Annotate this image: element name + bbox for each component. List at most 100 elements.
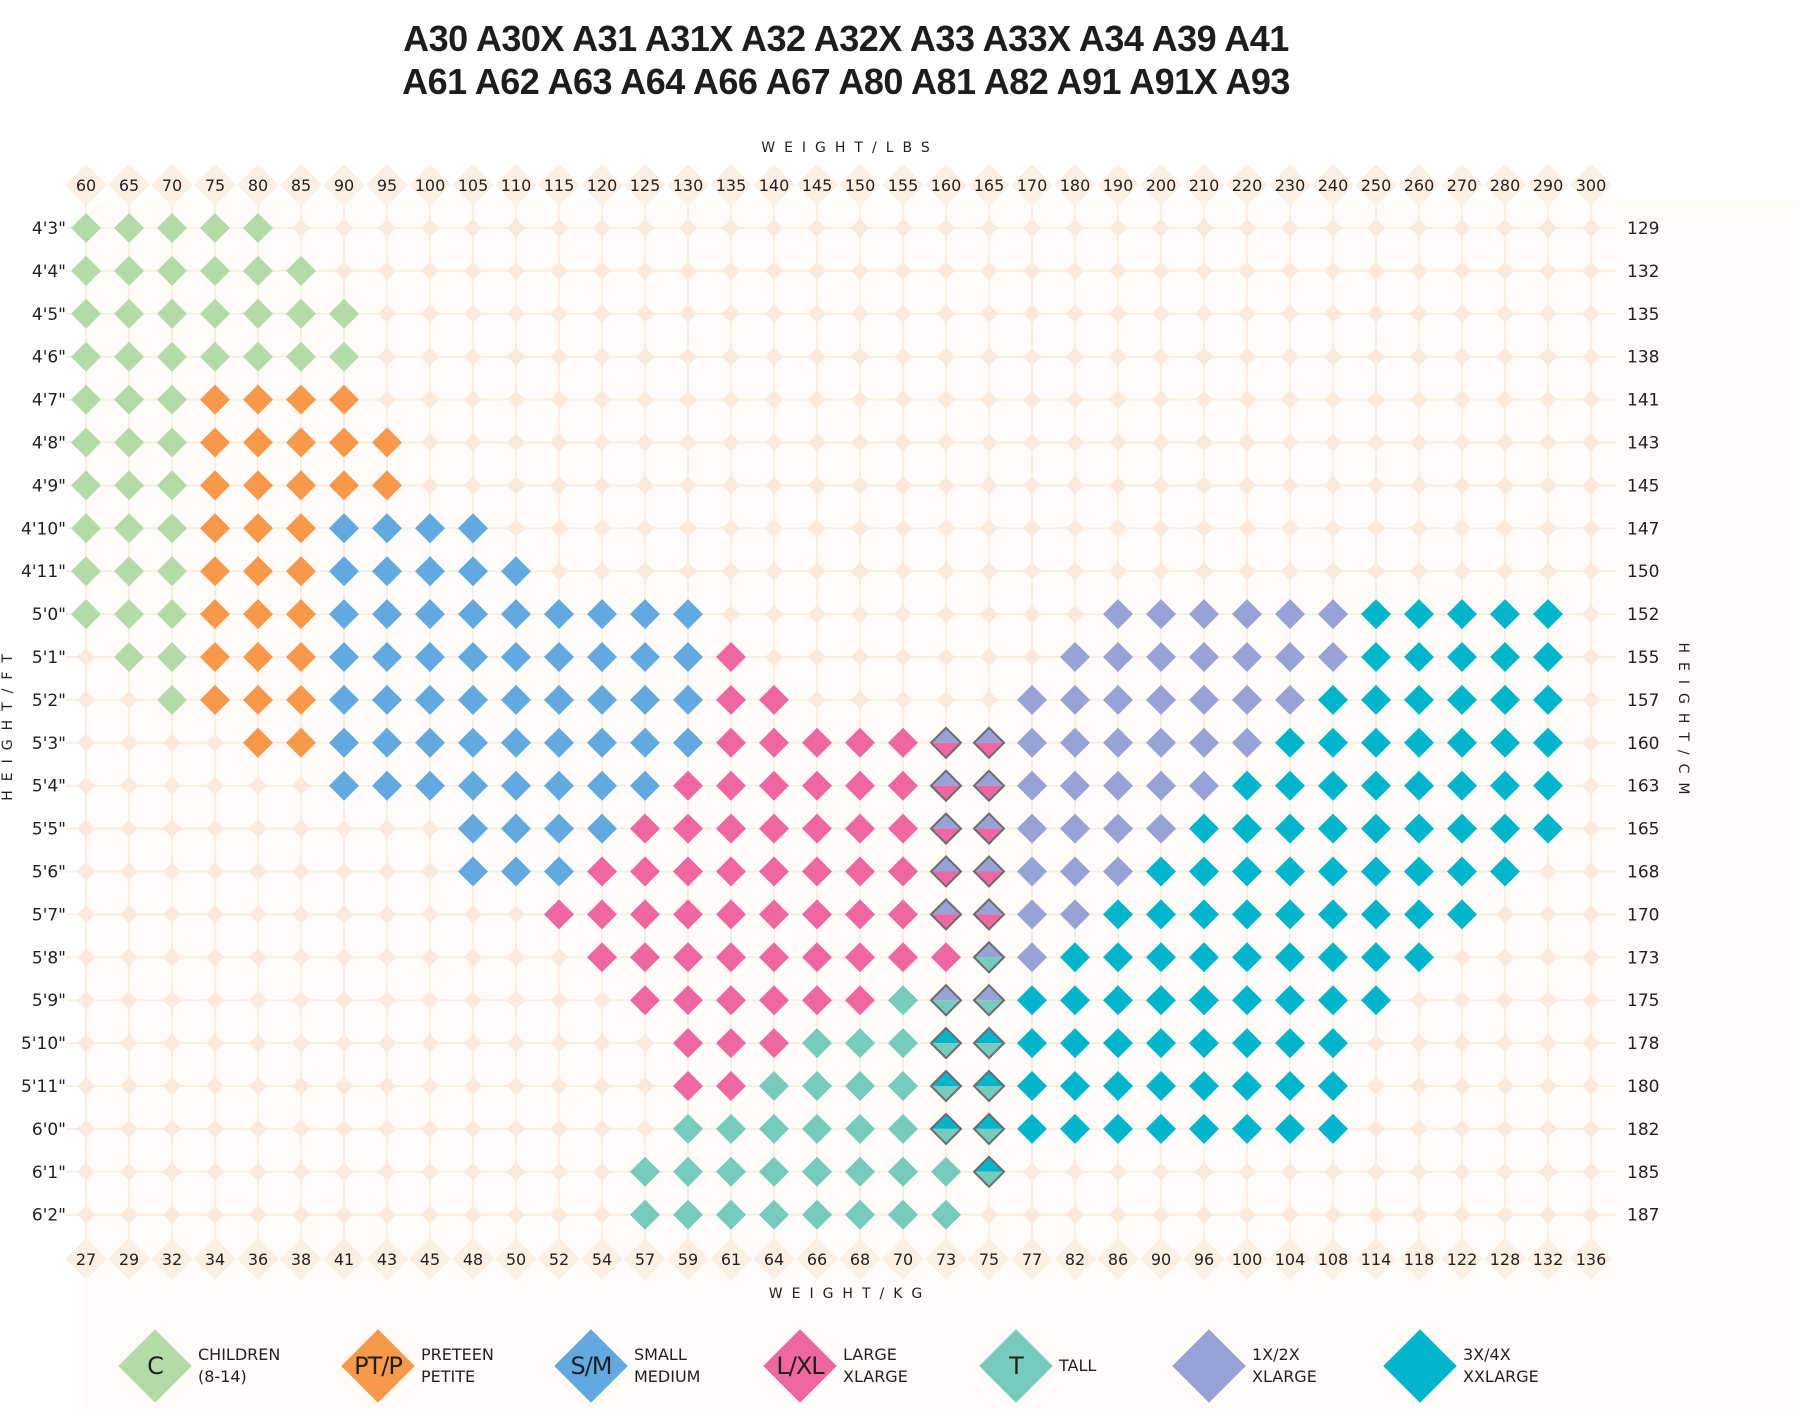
empty-cell-marker [464,905,482,924]
size-cell [802,985,832,1016]
size-cell [1103,1113,1133,1144]
empty-cell-marker [550,991,568,1010]
size-cell [759,1156,789,1187]
title-line-1: A30 A30X A31 A31X A32 A32X A33 A33X A34 … [403,18,1289,59]
size-cell [157,384,187,415]
empty-cell-marker [206,819,224,838]
empty-cell-marker [1539,1034,1557,1053]
lbs-tick-marker [538,164,580,206]
empty-cell-marker [1410,433,1428,452]
size-cell [1146,684,1176,715]
empty-cell-marker [1152,390,1170,409]
size-cell [114,213,144,243]
size-cell [114,470,144,501]
size-cell [759,770,789,801]
empty-cell-marker [77,991,95,1010]
size-cell [1146,899,1176,930]
size-cell [587,942,617,973]
empty-cell-marker [1453,1034,1471,1053]
empty-cell-marker [1109,1205,1127,1224]
legend-code: C [147,1352,164,1380]
size-cell [1361,985,1391,1016]
lbs-tick-label: 300 [1576,176,1607,195]
size-cell [1103,856,1133,887]
empty-cell-marker [1410,991,1428,1010]
lbs-tick-marker [1269,164,1311,206]
empty-cell-marker [1152,519,1170,538]
kg-tick-marker [1011,1238,1053,1280]
empty-cell-marker [550,948,568,967]
size-cell [157,427,187,458]
empty-cell-marker [980,219,998,237]
kg-tick-label: 70 [893,1250,913,1269]
empty-cell-marker [1367,219,1385,237]
height-cm-label: 129 [1627,219,1659,239]
size-cell [845,1028,875,1059]
size-cell [544,856,574,887]
height-cm-label: 150 [1627,562,1659,582]
size-cell [802,1071,832,1101]
empty-cell-marker [1453,562,1471,581]
lbs-tick-label: 115 [544,176,575,195]
empty-cell-marker [1453,390,1471,409]
split-cell-outline [972,812,1006,846]
empty-cell-marker [1453,476,1471,495]
lbs-tick-marker [1398,164,1440,206]
size-cell [200,213,230,243]
split-cell-top [974,942,1004,958]
split-cell-top [974,770,1004,786]
size-cell [802,942,832,973]
empty-cell-marker [1195,219,1213,237]
kg-tick-marker [667,1238,709,1280]
empty-cell-marker [550,304,568,323]
empty-cell-marker [1582,347,1600,366]
kg-tick-label: 90 [1151,1250,1171,1269]
empty-cell-marker [1195,433,1213,452]
empty-cell-marker [1195,519,1213,538]
size-cell [501,684,531,715]
empty-cell-marker [1367,1162,1385,1181]
size-cell [1232,813,1262,844]
size-cell [1318,599,1348,630]
legend-diamond-1x-2x [1172,1329,1246,1403]
lbs-tick-marker [624,164,666,206]
empty-cell-marker [1539,1119,1557,1138]
height-cm-label: 141 [1627,391,1659,411]
kg-tick-marker [710,1238,752,1280]
size-cell [71,470,101,501]
empty-cell-marker [120,905,138,924]
kg-tick-marker [1484,1238,1526,1280]
empty-cell-marker [593,219,611,237]
empty-cell-marker [335,1034,353,1053]
size-cell [802,813,832,844]
size-cell [1318,684,1348,715]
size-cell [1361,856,1391,887]
size-cell [1404,856,1434,887]
legend-label: CHILDREN [198,1345,281,1364]
height-ft-label: 5'10" [21,1034,66,1054]
size-cell [1146,642,1176,672]
size-cell [1490,599,1520,630]
size-cell [1103,942,1133,973]
empty-cell-marker [378,1034,396,1053]
empty-cell-marker [507,433,525,452]
empty-cell-marker [163,1077,181,1095]
empty-cell-marker [206,948,224,967]
empty-cell-marker [980,519,998,538]
size-cell [157,341,187,372]
size-cell [1275,942,1305,973]
lbs-tick-marker [409,164,451,206]
empty-cell-marker [1152,1162,1170,1181]
size-cell [1103,684,1133,715]
size-cell [1232,1071,1262,1101]
size-cell [1146,1113,1176,1144]
kg-tick-label: 104 [1275,1250,1306,1269]
empty-cell-marker [980,690,998,709]
size-cell [1060,899,1090,930]
lbs-tick-marker [108,164,150,206]
empty-cell-marker [421,347,439,366]
size-cell [630,599,660,630]
empty-cell-marker [980,648,998,666]
empty-cell-marker [593,390,611,409]
empty-cell-marker [249,1034,267,1053]
